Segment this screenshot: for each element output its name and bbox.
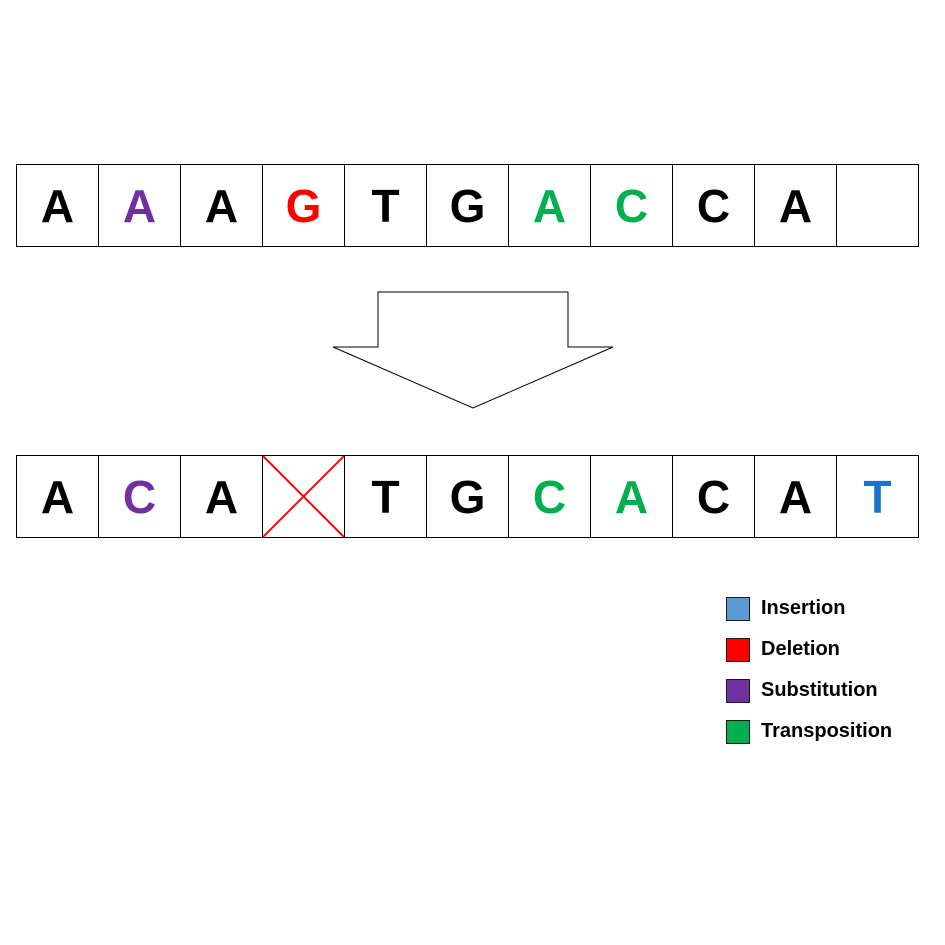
deletion-x-icon [263,456,344,537]
original-base-letter: G [285,179,322,232]
legend: Insertion Deletion Substitution Transpositi… [726,588,936,752]
original-base-letter: C [614,179,649,232]
mutated-base-cell: C [98,455,181,538]
mutated-base-cell: C [672,455,755,538]
legend-label: Insertion [761,597,846,619]
mutated-base-letter: C [532,470,567,523]
down-arrow-icon [332,291,614,409]
legend-swatch [726,596,750,621]
original-base-cell: G [426,164,509,247]
mutated-base-letter: T [863,470,892,523]
legend-item-transposition: Transposition [726,711,936,752]
mutated-base-cell: A [16,455,99,538]
original-base-cell: A [754,164,837,247]
original-base-letter: A [532,179,567,232]
mutated-base-letter: T [371,470,400,523]
original-base-letter: G [449,179,486,232]
mutated-base-cell: A [590,455,673,538]
original-base-letter: C [696,179,731,232]
legend-item-substitution: Substitution [726,670,936,711]
original-base-cell: A [98,164,181,247]
original-base-cell: A [16,164,99,247]
legend-label: Transposition [761,720,893,742]
mutated-base-letter: A [778,470,813,523]
original-base-cell [836,164,919,247]
mutated-base-cell: T [344,455,427,538]
original-base-cell: C [672,164,755,247]
mutated-base-letter: A [204,470,239,523]
legend-label: Deletion [761,638,840,660]
original-base-cell: A [180,164,263,247]
legend-swatch [726,637,750,662]
legend-label: Substitution [761,679,878,701]
mutated-base-letter: G [449,470,486,523]
original-base-letter: A [40,179,75,232]
original-base-letter: A [778,179,813,232]
mutated-base-cell: A [754,455,837,538]
mutated-base-letter: A [40,470,75,523]
legend-swatch [726,719,750,744]
mutated-base-cell: G [426,455,509,538]
legend-item-deletion: Deletion [726,629,936,670]
mutated-base-cell [262,455,345,538]
original-base-letter: A [122,179,157,232]
original-base-cell: C [590,164,673,247]
legend-swatch [726,678,750,703]
legend-item-insertion: Insertion [726,588,936,629]
original-base-letter: T [371,179,400,232]
mutated-base-letter: C [696,470,731,523]
mutated-base-letter: A [614,470,649,523]
mutated-base-cell: A [180,455,263,538]
original-base-cell: A [508,164,591,247]
original-base-cell: G [262,164,345,247]
mutated-base-cell: C [508,455,591,538]
mutated-base-letter: C [122,470,157,523]
original-base-cell: T [344,164,427,247]
mutated-base-cell: T [836,455,919,538]
original-base-letter: A [204,179,239,232]
